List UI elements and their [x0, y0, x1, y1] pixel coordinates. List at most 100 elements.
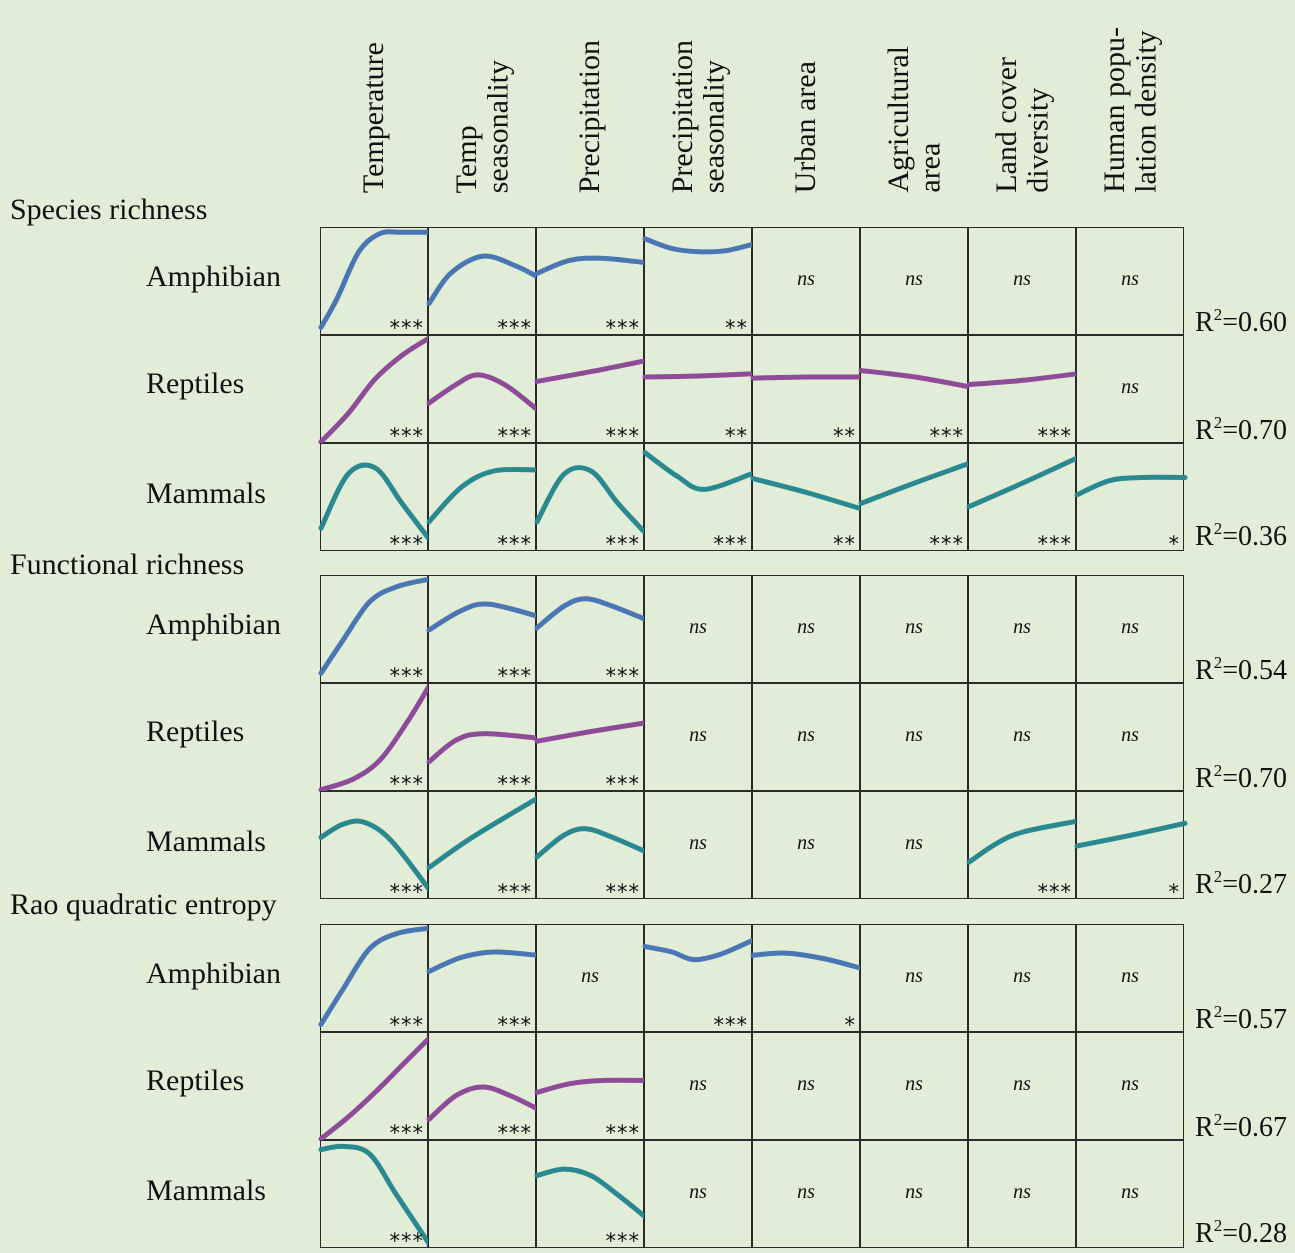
partial-effect-curve — [534, 358, 648, 384]
r-squared-value: R2=0.36 — [1195, 519, 1287, 553]
r-squared-prefix: R — [1195, 655, 1214, 686]
effect-cell: ns — [968, 1032, 1076, 1140]
r-squared-prefix: R — [1195, 415, 1214, 446]
effect-cell: *** — [426, 335, 540, 448]
partial-effect-plot — [534, 596, 648, 631]
partial-effect-curve — [534, 720, 648, 744]
effect-cell: ns — [1076, 683, 1184, 791]
partial-effect-plot — [426, 601, 540, 633]
r-squared-number: =0.54 — [1222, 655, 1287, 686]
effect-cell: *** — [966, 443, 1080, 556]
column-header: Precipitation — [530, 8, 650, 193]
effect-cell: ns — [752, 227, 860, 335]
significance-stars: *** — [497, 880, 532, 904]
column-header-label: Human popu- lation density — [1097, 27, 1163, 193]
significance-stars: *** — [389, 880, 424, 904]
partial-effect-plot — [426, 466, 540, 525]
column-header: Urban area — [746, 8, 866, 193]
partial-effect-curve — [426, 253, 540, 307]
partial-effect-curve — [318, 576, 432, 676]
effect-cell: *** — [534, 683, 648, 796]
r-squared-value: R2=0.28 — [1195, 1216, 1287, 1250]
r-squared-number: =0.70 — [1222, 763, 1287, 794]
significance-stars: *** — [389, 532, 424, 556]
partial-effect-curve — [534, 826, 648, 860]
partial-effect-curve — [426, 466, 540, 525]
significance-stars: ** — [725, 316, 748, 340]
not-significant-label: ns — [905, 268, 923, 290]
section-title-functional-richness: Functional richness — [10, 548, 245, 581]
r-squared-exponent: 2 — [1213, 867, 1223, 886]
effect-cell: ** — [750, 443, 864, 556]
significance-stars: *** — [1037, 532, 1072, 556]
partial-effect-plot — [534, 1166, 648, 1220]
partial-effect-plot — [318, 683, 432, 793]
significance-stars: *** — [929, 532, 964, 556]
effect-cell: ns — [752, 1140, 860, 1248]
not-significant-label: ns — [905, 616, 923, 638]
column-header-label: Temperature — [357, 41, 391, 193]
column-header-label: Temp seasonality — [449, 59, 515, 193]
effect-cell: *** — [534, 443, 648, 556]
not-significant-label: ns — [689, 1073, 707, 1095]
column-header: Precipitation seasonality — [638, 8, 758, 193]
effect-cell: *** — [858, 335, 972, 448]
column-header: Human popu- lation density — [1070, 8, 1190, 193]
significance-stars: *** — [497, 532, 532, 556]
partial-effect-plot — [534, 465, 648, 536]
row-label: Amphibian — [146, 608, 281, 641]
effect-cell: ns — [1076, 1032, 1184, 1140]
partial-effect-plot — [966, 455, 1080, 510]
not-significant-label: ns — [797, 1073, 815, 1095]
row-label: Amphibian — [146, 260, 281, 293]
column-header-label: Agricultural area — [881, 46, 947, 193]
not-significant-label: ns — [689, 616, 707, 638]
significance-stars: * — [1168, 532, 1180, 556]
r-squared-prefix: R — [1195, 521, 1214, 552]
r-squared-value: R2=0.27 — [1195, 867, 1287, 901]
partial-effect-curve — [1074, 474, 1188, 498]
partial-effect-plot — [318, 1143, 432, 1247]
partial-effect-plot — [642, 450, 756, 492]
effect-cell: *** — [426, 791, 540, 904]
effect-cell: *** — [966, 791, 1080, 904]
r-squared-number: =0.36 — [1222, 521, 1287, 552]
partial-effect-plot — [318, 576, 432, 676]
r-squared-exponent: 2 — [1213, 761, 1223, 780]
effect-cell: *** — [426, 683, 540, 796]
partial-effect-plot — [426, 1084, 540, 1122]
not-significant-label: ns — [905, 1073, 923, 1095]
effect-cell: *** — [426, 575, 540, 688]
effect-cell: ns — [860, 683, 968, 791]
not-significant-label: ns — [797, 724, 815, 746]
r-squared-exponent: 2 — [1213, 1110, 1223, 1129]
effect-cell: ** — [750, 335, 864, 448]
significance-stars: ** — [833, 532, 856, 556]
effect-cell: *** — [318, 924, 432, 1037]
partial-effect-plot — [318, 229, 432, 330]
r-squared-exponent: 2 — [1213, 1216, 1223, 1235]
effect-cell: ns — [644, 1032, 752, 1140]
r-squared-exponent: 2 — [1213, 1002, 1223, 1021]
not-significant-label: ns — [1013, 1073, 1031, 1095]
partial-effect-curve — [750, 950, 864, 971]
partial-effect-plot — [426, 253, 540, 307]
significance-stars: * — [1168, 880, 1180, 904]
not-significant-label: ns — [1013, 1181, 1031, 1203]
row-label: Reptiles — [146, 1064, 245, 1097]
partial-effect-plot — [534, 358, 648, 384]
partial-effect-curve — [642, 937, 756, 963]
not-significant-label: ns — [1121, 268, 1139, 290]
partial-effect-curve — [426, 1084, 540, 1122]
not-significant-label: ns — [797, 832, 815, 854]
partial-effect-curve — [858, 460, 972, 506]
effect-cell: *** — [534, 1032, 648, 1145]
significance-stars: * — [844, 1013, 856, 1037]
r-squared-number: =0.57 — [1222, 1004, 1287, 1035]
effect-cell: ns — [1076, 1140, 1184, 1248]
effect-cell: ** — [642, 335, 756, 448]
effect-cell: ns — [644, 1140, 752, 1248]
column-header-label: Precipitation — [573, 39, 607, 193]
r-squared-exponent: 2 — [1213, 519, 1223, 538]
